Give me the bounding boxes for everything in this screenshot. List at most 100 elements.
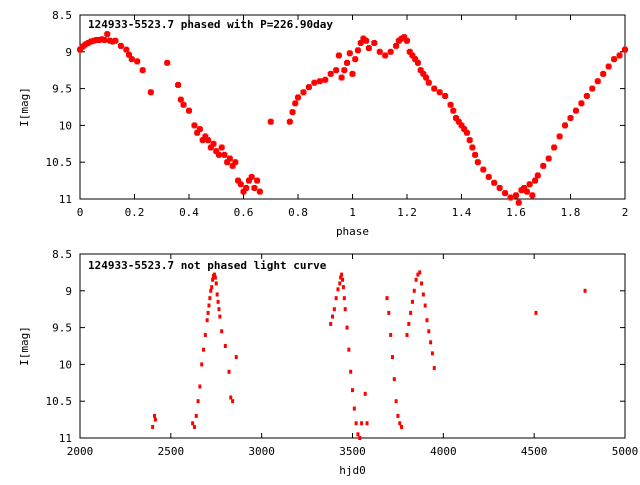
data-point <box>200 362 204 367</box>
data-point <box>583 92 590 99</box>
data-point <box>327 70 334 77</box>
y-tick-label: 9 <box>65 285 72 298</box>
data-point <box>611 56 618 63</box>
data-point <box>583 288 587 293</box>
data-point <box>192 424 196 429</box>
x-tick-label: 1.8 <box>561 206 581 219</box>
data-point <box>358 436 362 440</box>
data-point <box>206 310 210 315</box>
data-point <box>421 292 425 297</box>
data-point <box>251 184 258 191</box>
data-point <box>423 74 430 81</box>
data-point <box>215 151 222 158</box>
data-point <box>112 37 119 44</box>
data-point <box>215 292 219 297</box>
data-point <box>461 126 468 133</box>
data-point <box>234 355 238 360</box>
data-point <box>412 288 416 293</box>
data-point <box>164 59 171 66</box>
data-point <box>202 133 209 140</box>
data-point <box>335 52 342 59</box>
data-point <box>221 151 228 158</box>
data-point <box>117 42 124 49</box>
data-point <box>267 118 274 125</box>
y-tick-label: 10.5 <box>46 395 73 408</box>
data-point <box>414 277 418 282</box>
data-point <box>214 281 218 286</box>
data-point <box>147 89 154 96</box>
x-tick-label: 1.6 <box>506 206 526 219</box>
data-point <box>455 118 462 125</box>
data-point <box>594 78 601 85</box>
plot-title: 124933-5523.7 not phased light curve <box>88 259 327 272</box>
data-point <box>352 56 359 63</box>
data-point <box>515 199 522 206</box>
data-point <box>194 413 198 418</box>
data-point <box>414 59 421 66</box>
y-axis-label: I[mag] <box>18 326 31 366</box>
plot-frame <box>79 14 626 200</box>
data-point <box>418 270 422 275</box>
data-point <box>409 310 413 315</box>
data-point <box>354 421 358 426</box>
data-point <box>202 347 206 352</box>
data-point <box>376 48 383 55</box>
data-point <box>208 296 212 301</box>
data-point <box>458 122 465 129</box>
data-point <box>371 39 378 46</box>
data-point <box>311 79 318 86</box>
data-point <box>600 70 607 77</box>
data-point <box>425 79 432 86</box>
data-point <box>360 421 364 426</box>
data-point <box>289 109 296 116</box>
data-point <box>152 413 156 418</box>
x-tick-label: 2 <box>622 206 629 219</box>
data-point <box>521 184 528 191</box>
data-point <box>545 155 552 162</box>
x-tick-label: 4500 <box>521 445 548 458</box>
data-point <box>349 70 356 77</box>
data-point <box>466 137 473 144</box>
y-tick-labels: 8.5 9 9.5 10 10.5 11 <box>46 248 73 445</box>
data-point <box>387 48 394 55</box>
data-point <box>292 100 299 107</box>
data-points <box>77 31 628 206</box>
data-point <box>213 148 220 155</box>
x-tick-label: 0.2 <box>125 206 145 219</box>
x-tick-label: 2000 <box>67 445 94 458</box>
data-point <box>329 321 333 326</box>
data-point <box>338 74 345 81</box>
y-tick-label: 9 <box>65 46 72 59</box>
data-point <box>526 181 533 188</box>
data-point <box>199 137 206 144</box>
data-point <box>248 173 255 180</box>
data-points <box>151 270 587 440</box>
data-point <box>340 272 344 277</box>
data-point <box>180 101 187 108</box>
data-point <box>410 299 414 304</box>
data-point <box>216 299 220 304</box>
x-tick-labels: 2000 2500 3000 3500 4000 4500 5000 <box>67 445 639 458</box>
data-point <box>194 129 201 136</box>
data-point <box>104 31 111 38</box>
data-point <box>534 172 541 179</box>
data-point <box>101 37 108 44</box>
data-point <box>245 177 252 184</box>
data-point <box>232 159 239 166</box>
data-point <box>567 115 574 122</box>
data-point <box>217 307 221 312</box>
data-point <box>572 107 579 114</box>
data-point <box>237 181 244 188</box>
data-point <box>123 46 130 53</box>
data-point <box>332 307 336 312</box>
data-point <box>425 318 429 323</box>
data-point <box>286 118 293 125</box>
x-tick-label: 4000 <box>430 445 457 458</box>
data-point <box>436 89 443 96</box>
data-point <box>392 377 396 382</box>
data-point <box>77 46 83 53</box>
data-point <box>347 347 351 352</box>
y-tick-label: 9.5 <box>52 322 72 335</box>
data-point <box>210 285 214 290</box>
